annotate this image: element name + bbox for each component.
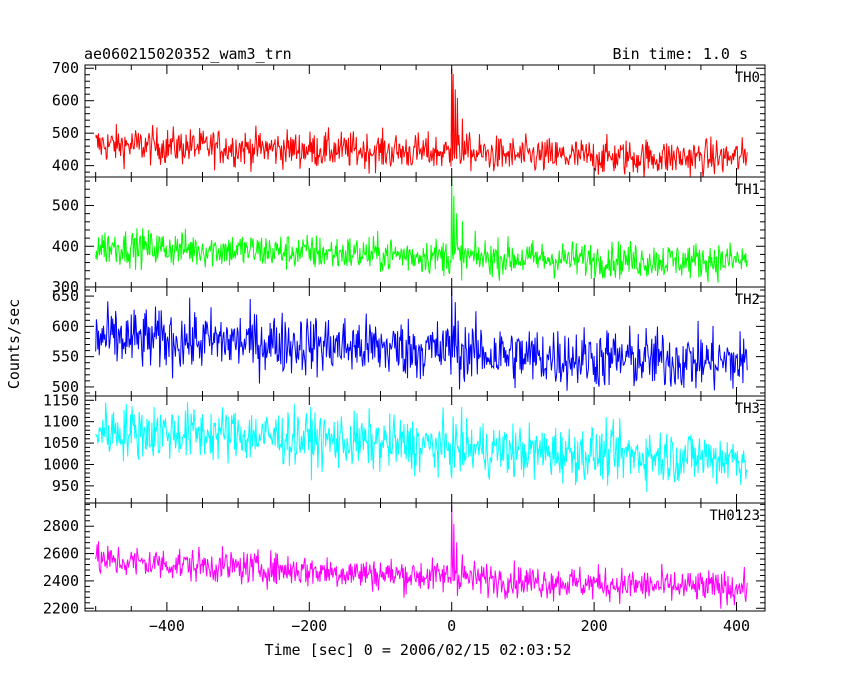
y-tick-label: 650 — [52, 287, 79, 305]
panel-frame — [84, 64, 766, 178]
x-tick-label: 200 — [581, 617, 608, 635]
y-tick-label: 400 — [52, 237, 79, 255]
y-tick-label: 500 — [52, 378, 79, 396]
panel-th1: 300 400 500 TH1 — [52, 176, 766, 296]
y-tick-label: 2800 — [43, 517, 79, 535]
y-tick-label: 550 — [52, 348, 79, 366]
y-tick-label: 950 — [52, 477, 79, 495]
chart-title-left: ae060215020352_wam3_trn — [84, 45, 292, 63]
y-tick-label: 1000 — [43, 455, 79, 473]
y-tick-label: 600 — [52, 317, 79, 335]
panel-label: TH2 — [735, 292, 760, 308]
y-tick-label: 400 — [52, 157, 79, 175]
x-tick-label: −400 — [149, 617, 185, 635]
panel-label: TH0 — [735, 70, 760, 86]
panel-frame — [84, 176, 766, 288]
y-tick-label: 2600 — [43, 545, 79, 563]
y-axis-label: Counts/sec — [5, 299, 23, 389]
x-tick-label: −200 — [291, 617, 327, 635]
x-tick-label: 400 — [723, 617, 750, 635]
y-tick-label: 1150 — [43, 391, 79, 409]
series-line-th1 — [95, 177, 748, 283]
panel-label: TH0123 — [709, 508, 760, 524]
series-line-th0123 — [95, 505, 748, 609]
series-line-th0 — [95, 68, 748, 177]
y-tick-label: 500 — [52, 124, 79, 142]
panel-th0: 400 500 600 700 TH0 — [52, 59, 766, 178]
y-tick-label: 1050 — [43, 434, 79, 452]
panel-th0123: 2200 2400 2600 2800 TH0123 — [43, 502, 766, 617]
y-tick-label: 1100 — [43, 413, 79, 431]
y-tick-label: 600 — [52, 92, 79, 110]
x-axis-label: Time [sec] 0 = 2006/02/15 02:03:52 — [264, 641, 571, 659]
panel-frame — [84, 502, 766, 612]
y-tick-label: 500 — [52, 197, 79, 215]
y-tick-label: 2400 — [43, 572, 79, 590]
x-axis: −400 −200 0 200 400 — [149, 617, 750, 635]
x-tick-label: 0 — [447, 617, 456, 635]
panel-label: TH1 — [735, 182, 760, 198]
y-tick-label: 2200 — [43, 599, 79, 617]
panel-th2: 500 550 600 650 TH2 — [52, 286, 766, 397]
panel-label: TH3 — [735, 401, 760, 417]
panel-th3: 950 1000 1050 1100 1150 TH3 — [43, 391, 766, 504]
y-tick-label: 700 — [52, 59, 79, 77]
chart-title-right: Bin time: 1.0 s — [613, 45, 748, 63]
series-line-th3 — [95, 402, 748, 493]
y-tick-label: 300 — [52, 278, 79, 296]
panels-group: 400 500 600 700 TH0 300 400 500 TH1 500 550 600 650 T… — [43, 59, 766, 617]
series-line-th2 — [95, 288, 748, 391]
